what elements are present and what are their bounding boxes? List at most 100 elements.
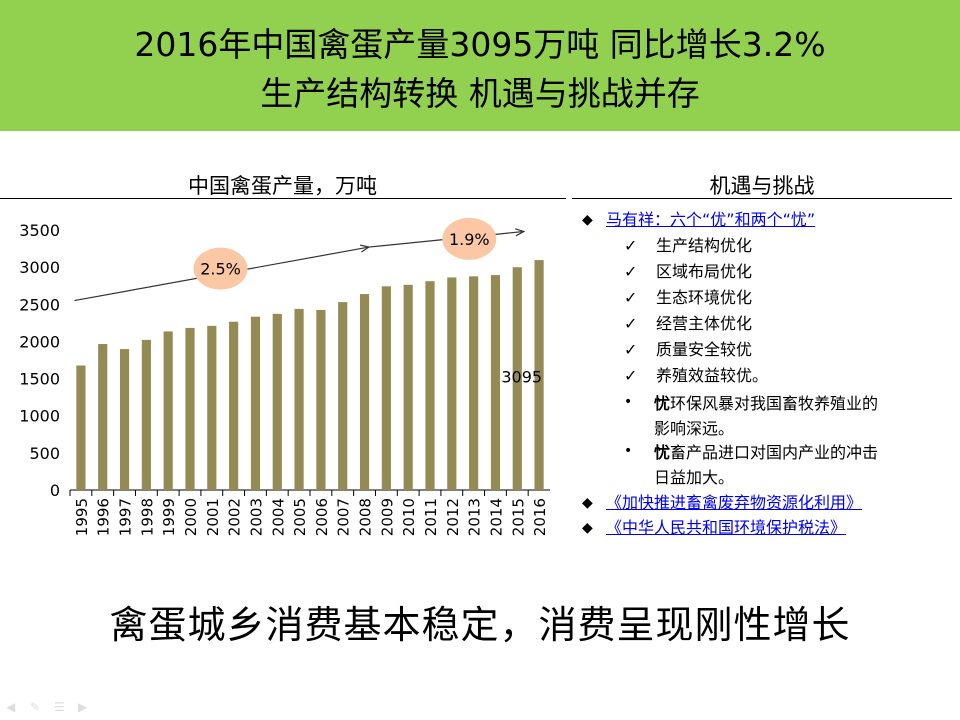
bar	[163, 331, 173, 490]
data-label: 3095	[501, 368, 542, 387]
worry-marker: 忧	[654, 394, 671, 413]
check-text: 养殖效益较优。	[656, 366, 769, 385]
arrowhead-icon	[515, 228, 526, 237]
x-tick-label: 2002	[226, 498, 244, 536]
worry-line: 日益加大。	[654, 468, 735, 487]
slide-nav: ◀ ✎ ☰ ▶	[6, 696, 102, 715]
y-tick-label: 2000	[19, 332, 60, 351]
link-manure-policy[interactable]: 《加快推进畜禽废弃物资源化利用》	[606, 493, 863, 512]
check-icon: ✓	[624, 236, 638, 255]
header-banner: 2016年中国禽蛋产量3095万吨 同比增长3.2% 生产结构转换 机遇与挑战并…	[0, 0, 960, 131]
menu-icon[interactable]: ☰	[54, 700, 65, 714]
bar	[534, 260, 544, 490]
x-tick-label: 1998	[138, 498, 156, 536]
bar	[229, 321, 239, 490]
y-tick-label: 0	[50, 481, 60, 500]
worry-line: 影响深远。	[654, 419, 735, 438]
x-tick-label: 2011	[422, 498, 440, 536]
link-six-two[interactable]: 马有祥：六个“优”和两个“忧”	[606, 210, 816, 229]
x-tick-label: 2001	[204, 498, 222, 536]
subheadline: 生产结构转换 机遇与挑战并存	[260, 74, 700, 113]
x-tick-label: 2016	[531, 498, 549, 536]
link-environment-tax-law[interactable]: 《中华人民共和国环境保护税法》	[606, 518, 847, 537]
bar	[338, 302, 348, 490]
growth-rate-bubble	[193, 247, 248, 290]
x-tick-label: 2009	[378, 498, 396, 536]
check-text: 质量安全较优	[656, 340, 753, 359]
headline: 2016年中国禽蛋产量3095万吨 同比增长3.2%	[134, 25, 826, 64]
worry-line: 畜产品进口对国内产业的冲击	[670, 443, 879, 462]
check-icon: ✓	[624, 288, 638, 307]
bar	[98, 344, 108, 490]
x-tick-label: 2012	[444, 498, 462, 536]
check-icon: ✓	[624, 366, 638, 385]
bar	[359, 294, 370, 490]
bar	[185, 327, 195, 490]
chart-title: 中国禽蛋产量，万吨	[188, 174, 377, 198]
worry-text: 忧畜产品进口对国内产业的冲击日益加大。	[654, 440, 954, 490]
diamond-bullet-icon: ◆	[582, 520, 593, 536]
growth-rate-bubble	[442, 217, 497, 260]
panel-title: 机遇与挑战	[709, 174, 815, 198]
bar	[141, 339, 151, 490]
check-text: 生态环境优化	[656, 288, 753, 307]
footer-statement: 禽蛋城乡消费基本稳定，消费呈现刚性增长	[109, 603, 851, 647]
y-tick-label: 3500	[19, 221, 60, 240]
bar	[469, 276, 479, 490]
growth-rate-label: 1.9%	[449, 230, 490, 249]
check-icon: ✓	[624, 340, 638, 359]
worry-text: 忧环保风暴对我国畜牧养殖业的影响深远。	[654, 391, 954, 441]
bar	[447, 277, 457, 490]
prev-arrow-icon[interactable]: ◀	[6, 700, 16, 714]
check-icon: ✓	[624, 314, 638, 333]
bar	[381, 286, 391, 490]
x-tick-label: 2000	[182, 498, 200, 536]
check-text: 生产结构优化	[656, 236, 753, 255]
egg-production-chart: 0 500 1000 1500 2000 2500 3000 3500 1995 1996 1997…	[19, 217, 550, 536]
diamond-bullet-icon: ◆	[582, 212, 593, 228]
dot-bullet-icon: •	[624, 394, 633, 410]
y-tick-label: 1500	[19, 370, 60, 389]
y-tick-label: 3000	[19, 258, 60, 277]
pen-icon[interactable]: ✎	[30, 700, 41, 714]
bar	[119, 349, 130, 490]
bar	[512, 267, 522, 490]
x-tick-label: 1997	[117, 498, 135, 536]
bar	[490, 275, 501, 490]
next-arrow-icon[interactable]: ▶	[78, 700, 88, 714]
bar	[76, 365, 86, 490]
y-tick-label: 500	[29, 444, 60, 463]
bar	[207, 325, 217, 490]
chart-title-divider	[0, 198, 566, 199]
bar	[250, 316, 261, 490]
x-tick-label: 2006	[313, 498, 331, 536]
bar	[316, 309, 326, 490]
bar	[272, 313, 282, 490]
panel-title-divider	[572, 198, 952, 199]
x-tick-label: 1996	[95, 498, 113, 536]
y-tick-label: 1000	[19, 407, 60, 426]
arrowhead-icon	[359, 244, 371, 253]
x-tick-label: 2005	[291, 498, 309, 536]
growth-rate-label: 2.5%	[200, 260, 241, 279]
bar	[425, 281, 435, 490]
x-tick-label: 2010	[400, 498, 418, 536]
bar	[403, 284, 413, 490]
x-tick-label: 2008	[357, 498, 375, 536]
x-tick-label: 2004	[269, 498, 287, 536]
bar	[294, 308, 304, 490]
check-text: 区域布局优化	[656, 262, 753, 281]
check-icon: ✓	[624, 262, 638, 281]
x-tick-label: 2003	[247, 498, 265, 536]
x-tick-label: 2015	[509, 498, 527, 536]
x-tick-label: 1995	[73, 498, 91, 536]
y-tick-label: 2500	[19, 295, 60, 314]
worry-marker: 忧	[654, 443, 671, 462]
x-tick-label: 2007	[335, 498, 353, 536]
x-tick-label: 2013	[466, 498, 484, 536]
x-tick-label: 2014	[487, 498, 505, 536]
dot-bullet-icon: •	[624, 443, 633, 459]
x-tick-label: 1999	[160, 498, 178, 536]
worry-line: 环保风暴对我国畜牧养殖业的	[670, 394, 879, 413]
diamond-bullet-icon: ◆	[582, 495, 593, 511]
